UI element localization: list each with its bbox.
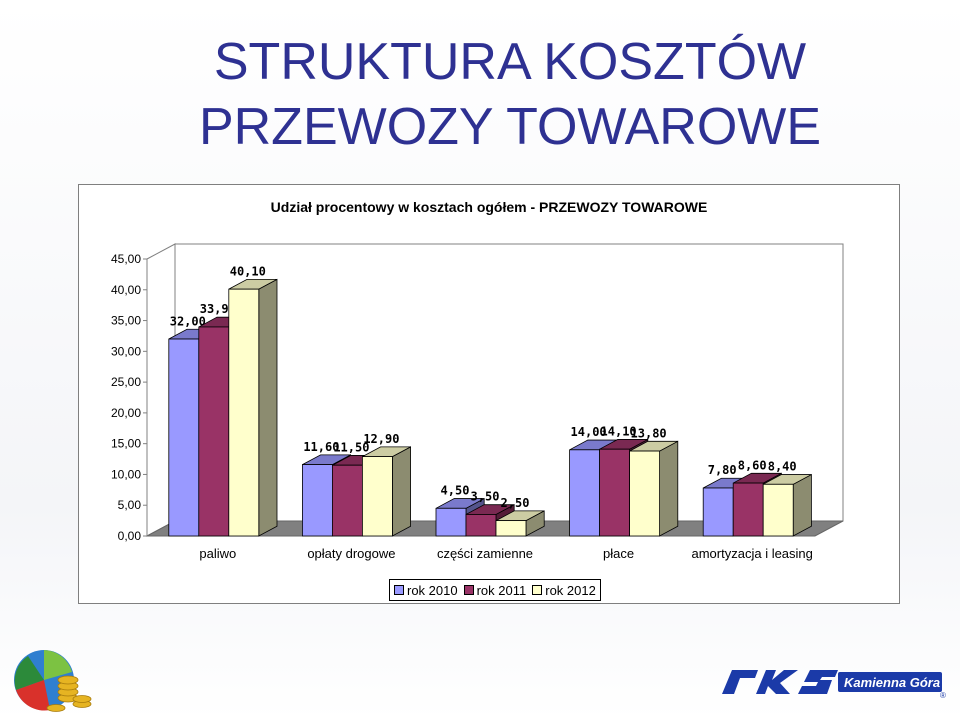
data-label: 3,50 [471,490,500,504]
bar [331,464,363,537]
y-tick-label: 10,00 [111,467,141,481]
bar-side [391,446,412,537]
bar [569,449,601,537]
chart-frame: Udział procentowy w kosztach ogółem - PR… [78,184,900,604]
data-label: 11,50 [333,440,369,454]
y-tick-label: 25,00 [111,375,141,389]
x-category-label: płace [603,546,634,561]
bar [599,448,630,537]
company-logo: Kamienna Góra ® [722,670,946,700]
legend-label-2011: rok 2011 [476,582,527,598]
y-tick-label: 30,00 [111,344,141,358]
data-label: 8,60 [738,458,767,472]
bar [168,338,200,537]
bar-side [659,440,679,537]
data-label: 14,10 [601,424,637,438]
legend-label-2010: rok 2010 [407,582,458,598]
legend-label-2012: rok 2012 [545,582,596,598]
data-label: 7,80 [708,463,737,477]
x-category-label: opłaty drogowe [307,546,395,561]
data-label: 40,10 [230,264,266,278]
bar [732,482,764,537]
bar [495,520,527,537]
y-tick-label: 40,00 [111,283,141,297]
pie-coins-icon [14,650,92,712]
y-tick-label: 20,00 [111,406,141,420]
y-tick-label: 0,00 [118,529,142,543]
legend-item-2012: rok 2012 [532,583,596,598]
legend-item-2011: rok 2011 [463,582,527,598]
slide-title-line2: PRZEWOZY TOWAROWE [198,98,822,156]
bar [198,326,230,537]
data-label: 11,60 [303,440,339,454]
logo-subtitle: Kamienna Góra [844,675,940,690]
bar-chart: 0,00 5,00 10,00 15,00 20,00 25,00 30,00 35,00 40… [111,243,844,561]
bar-side [792,473,812,537]
data-label: 13,80 [631,426,667,440]
legend-swatch-2012 [532,585,543,595]
y-tick-label: 15,00 [111,437,141,451]
legend-item-2010: rok 2010 [394,583,458,598]
data-label: 8,40 [768,460,797,474]
bar [435,507,467,537]
x-category-label: amortyzacja i leasing [692,546,813,561]
data-label: 14,00 [571,425,607,439]
legend-swatch-2011 [463,585,474,595]
x-category-label: paliwo [199,546,236,561]
data-label: 12,90 [363,432,399,446]
y-tick-label: 35,00 [111,314,141,328]
chart-title: Udział procentowy w kosztach ogółem - PR… [270,199,708,215]
bar [361,456,393,537]
slide-title-line1: STRUKTURA KOSZTÓW [213,33,807,91]
bar [702,487,734,537]
bar [762,483,794,537]
bar [465,514,497,537]
bar [228,288,260,537]
data-label: 4,50 [441,484,470,498]
bar [629,450,660,537]
y-tick-label: 5,00 [118,498,142,512]
legend-swatch-2010 [394,585,404,595]
logo-registered: ® [940,691,946,700]
data-label: 2,50 [501,496,530,510]
data-label: 32,00 [170,314,206,328]
y-tick-label: 45,00 [111,252,141,266]
x-category-label: części zamienne [437,546,533,561]
data-label: 33,96 [200,302,236,316]
chart-legend: rok 2010 rok 2011 rok 2012 [389,579,601,601]
bar-side [258,278,278,537]
bar [301,464,333,537]
